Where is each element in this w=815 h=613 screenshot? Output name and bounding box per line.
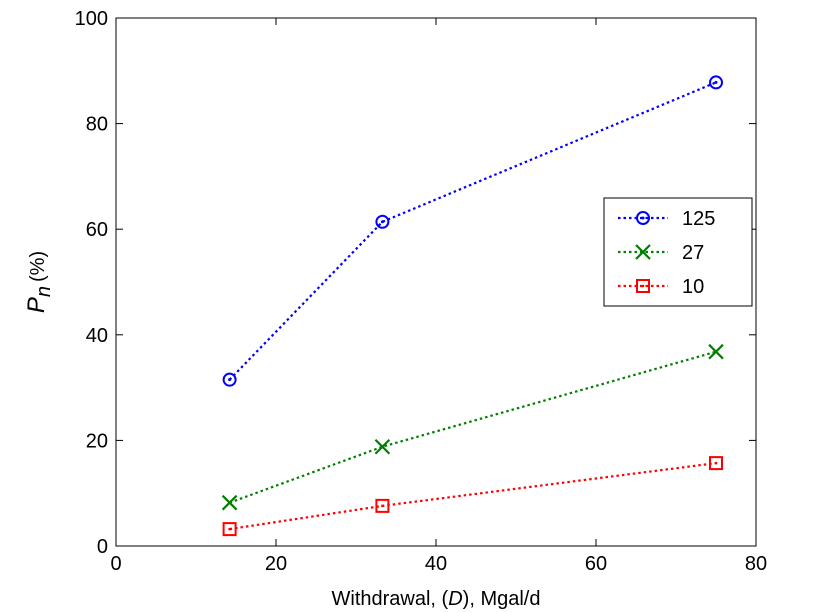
series-line: [228, 81, 717, 381]
circle-marker: [375, 214, 390, 229]
circle-marker: [709, 75, 723, 90]
square-marker: [375, 498, 390, 513]
legend-entry: 125: [618, 208, 715, 230]
square-marker-dot: [641, 284, 645, 288]
series-125: [222, 75, 723, 387]
x-tick-label: 20: [265, 553, 287, 575]
x-axis-label: Withdrawal, (D), Mgal/d: [332, 588, 541, 610]
legend-label: 27: [682, 242, 704, 264]
square-marker: [636, 279, 650, 293]
legend-label: 10: [682, 276, 704, 298]
y-axis-label: Pn(%): [23, 251, 55, 313]
x-tick-label: 0: [110, 553, 121, 575]
axes: 0 20 40 60 80 0 20 40 60 80 100: [75, 8, 768, 575]
series-layer: [221, 75, 724, 537]
circle-marker: [636, 211, 650, 225]
x-marker: [708, 343, 724, 360]
y-tick-label: 40: [86, 325, 108, 347]
legend-entry: 27: [618, 242, 704, 264]
y-tick-label: 20: [86, 430, 108, 452]
legend-entry: 10: [618, 276, 704, 298]
square-marker-dot: [228, 527, 231, 531]
y-tick-label: 60: [86, 219, 108, 241]
x-marker: [635, 244, 651, 260]
square-marker: [709, 456, 723, 471]
y-tick-label: 0: [97, 536, 108, 558]
series-line: [229, 350, 717, 504]
series-27: [221, 343, 724, 511]
x-marker: [221, 494, 238, 511]
legend-box: [603, 197, 753, 307]
square-marker-dot: [381, 504, 384, 508]
square-marker: [222, 522, 237, 537]
circle-marker-dot: [380, 220, 384, 224]
y-tick-label: 100: [75, 8, 108, 30]
legend-label: 125: [682, 208, 715, 230]
y-axis-ticks: 0 20 40 60 80 100: [75, 8, 756, 558]
circle-marker-dot: [641, 216, 645, 220]
x-axis-ticks: 0 20 40 60 80: [110, 18, 767, 575]
square-marker-dot: [714, 461, 718, 465]
legend: 125 27 10: [603, 197, 753, 307]
circle-marker-dot: [228, 378, 232, 382]
y-tick-label: 80: [86, 114, 108, 136]
x-tick-label: 60: [585, 553, 607, 575]
circle-marker: [222, 372, 237, 387]
series-10: [222, 456, 723, 537]
series-line: [229, 462, 717, 531]
x-tick-label: 80: [745, 553, 767, 575]
circle-marker-dot: [714, 80, 718, 84]
x-tick-label: 40: [425, 553, 447, 575]
x-marker: [374, 438, 391, 455]
